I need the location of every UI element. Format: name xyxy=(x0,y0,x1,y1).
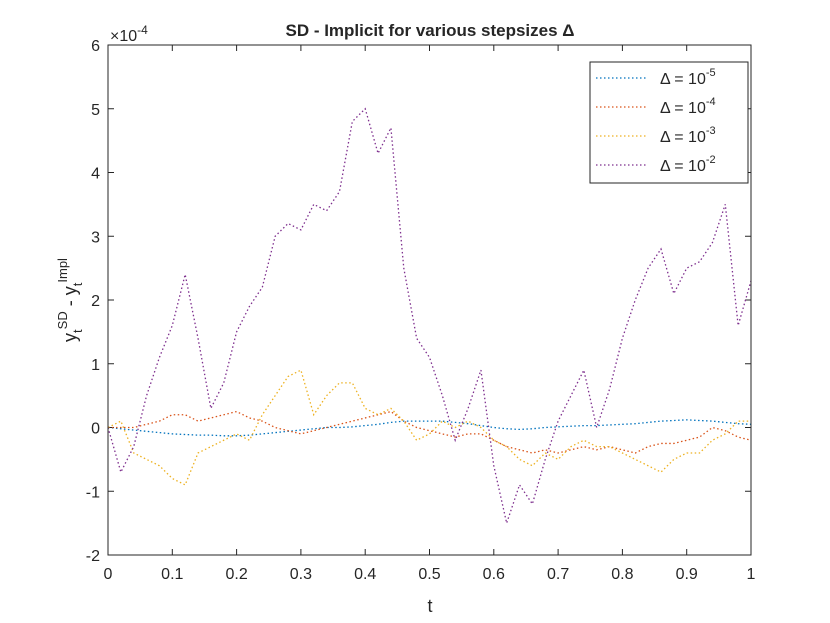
legend-label: Δ = 10-5 xyxy=(660,67,716,88)
x-tick-label: 0.8 xyxy=(611,566,633,583)
y-axis-label: ytSD - ytImpl xyxy=(55,258,85,342)
axes-box xyxy=(107,44,752,556)
series-line xyxy=(107,369,751,486)
legend-box xyxy=(589,61,749,184)
exponent-power: -4 xyxy=(137,23,148,37)
x-tick-label: 0.7 xyxy=(547,566,569,583)
y-tick-label: 1 xyxy=(91,357,100,374)
legend-power: -5 xyxy=(706,67,716,79)
x-tick-label: 0.4 xyxy=(354,566,376,583)
x-tick-label: 0.9 xyxy=(676,566,698,583)
x-axis-label: t xyxy=(427,596,432,616)
y-tick-label: 3 xyxy=(91,229,100,246)
y-label-part: y xyxy=(60,333,80,342)
legend-label: Δ = 10-2 xyxy=(660,154,716,175)
x-tick-label: 1 xyxy=(747,566,756,583)
exponent-base: ×10 xyxy=(110,28,137,45)
y-label-part: t xyxy=(70,329,85,333)
legend-power: -3 xyxy=(706,125,716,137)
y-tick-label: 0 xyxy=(91,421,100,438)
y-tick-label: 6 xyxy=(91,38,100,55)
y-tick-label: 2 xyxy=(91,293,100,310)
x-tick-label: 0.2 xyxy=(225,566,247,583)
y-tick-label: -1 xyxy=(86,484,100,501)
x-tick-label: 0.5 xyxy=(418,566,440,583)
legend-power: -4 xyxy=(706,96,716,108)
y-label-part: - y xyxy=(60,286,80,311)
legend-name: Δ = 10 xyxy=(660,100,706,117)
legend-name: Δ = 10 xyxy=(660,158,706,175)
y-label-part: Impl xyxy=(55,258,70,283)
y-label-part: t xyxy=(70,282,85,286)
y-exponent: ×10-4 xyxy=(110,23,148,45)
legend-label: Δ = 10-4 xyxy=(660,96,716,117)
legend-label: Δ = 10-3 xyxy=(660,125,716,146)
chart-title: SD - Implicit for various stepsizes Δ xyxy=(285,21,574,40)
legend-name: Δ = 10 xyxy=(660,71,706,88)
y-label-part: SD xyxy=(55,311,70,329)
x-tick-label: 0.1 xyxy=(161,566,183,583)
legend-power: -2 xyxy=(706,154,716,166)
y-tick-label: 4 xyxy=(91,166,100,183)
x-tick-label: 0 xyxy=(104,566,113,583)
x-tick-label: 0.6 xyxy=(483,566,505,583)
y-tick-label: -2 xyxy=(86,548,100,565)
y-tick-label: 5 xyxy=(91,102,100,119)
x-tick-label: 0.3 xyxy=(290,566,312,583)
legend-name: Δ = 10 xyxy=(660,129,706,146)
series-line xyxy=(107,107,752,526)
